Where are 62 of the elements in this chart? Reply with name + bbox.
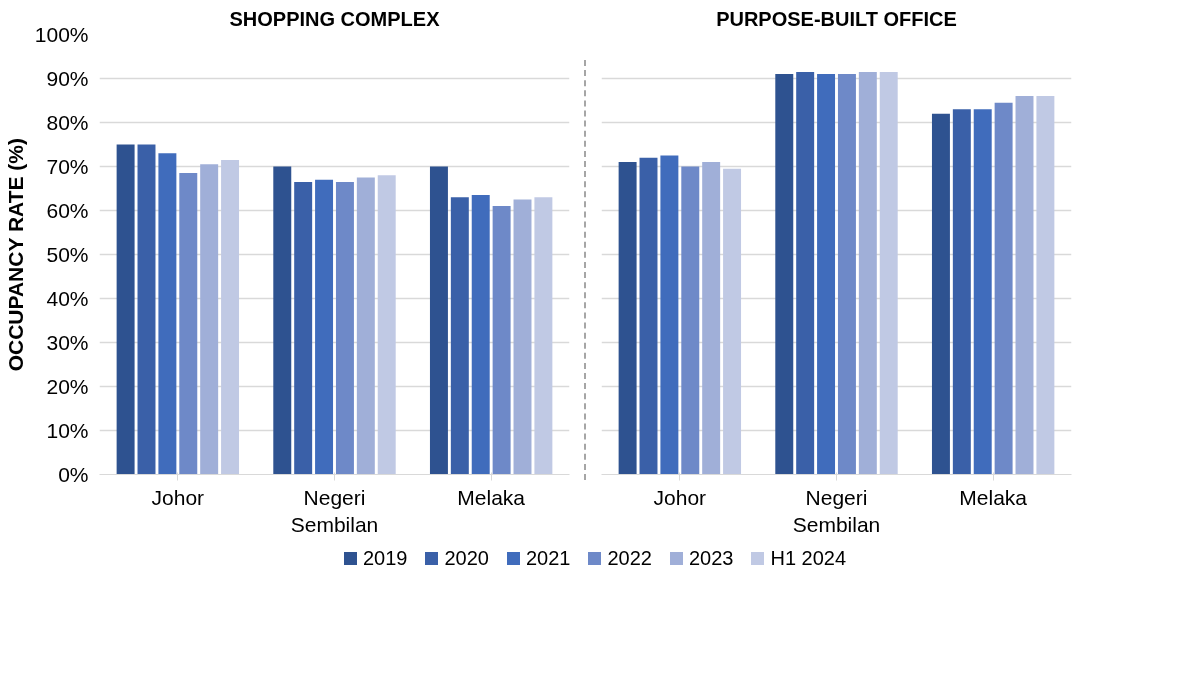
bar	[221, 159, 240, 475]
legend-label: 2022	[606, 546, 652, 571]
bar	[513, 199, 532, 475]
bar	[879, 71, 898, 475]
chart-title: SHOPPING COMPLEX	[229, 7, 441, 30]
x-tick-label: Negeri Sembilan	[792, 485, 881, 537]
x-tick-label: Melaka	[959, 485, 1028, 509]
bar	[618, 162, 637, 475]
bar	[429, 166, 448, 475]
y-tick-label: 40%	[46, 287, 89, 310]
y-tick-label: 10%	[46, 419, 89, 442]
bar	[492, 206, 511, 475]
bar	[639, 157, 658, 475]
y-tick-label: 20%	[46, 375, 89, 398]
bar	[294, 181, 313, 475]
y-tick-label: 60%	[46, 199, 89, 222]
bar	[200, 164, 219, 475]
bar	[1015, 96, 1034, 475]
bar	[1036, 96, 1055, 475]
bar	[335, 181, 354, 475]
bar	[775, 74, 794, 475]
legend-label: 2021	[524, 546, 571, 571]
bar	[702, 162, 721, 475]
bar	[471, 195, 490, 475]
chart-title: PURPOSE-BUILT OFFICE	[716, 7, 957, 30]
bar	[116, 144, 135, 475]
bar	[931, 113, 950, 475]
bar	[796, 71, 815, 475]
bar	[858, 71, 877, 475]
bar	[450, 197, 469, 475]
bar	[681, 166, 700, 475]
bar	[837, 74, 856, 475]
bar	[315, 179, 334, 475]
y-tick-label: 80%	[46, 111, 89, 134]
y-axis-title: OCCUPANCY RATE (%)	[3, 138, 27, 372]
bar	[137, 144, 156, 475]
legend-label: 2019	[361, 546, 408, 571]
bar	[660, 155, 679, 475]
y-tick-label: 100%	[34, 23, 89, 46]
legend-label: H1 2024	[769, 546, 847, 571]
legend-label: 2023	[687, 546, 734, 571]
y-tick-label: 50%	[46, 243, 89, 266]
bar	[356, 177, 375, 475]
x-tick-label: Melaka	[457, 485, 526, 509]
y-tick-label: 0%	[58, 463, 89, 486]
x-tick-label: Negeri Sembilan	[290, 485, 379, 537]
bar	[179, 173, 198, 475]
bar	[377, 175, 396, 475]
bar	[994, 102, 1013, 475]
y-tick-label: 90%	[46, 67, 89, 90]
x-tick-label: Johor	[151, 485, 205, 509]
bar	[817, 74, 836, 475]
bar	[534, 197, 553, 475]
bar	[952, 109, 971, 475]
x-tick-label: Johor	[653, 485, 707, 509]
legend-label: 2020	[443, 546, 489, 571]
bar	[973, 109, 992, 475]
y-tick-label: 70%	[46, 155, 89, 178]
bar	[723, 168, 742, 475]
bar	[158, 153, 177, 475]
bar	[273, 166, 292, 475]
y-tick-label: 30%	[46, 331, 89, 354]
